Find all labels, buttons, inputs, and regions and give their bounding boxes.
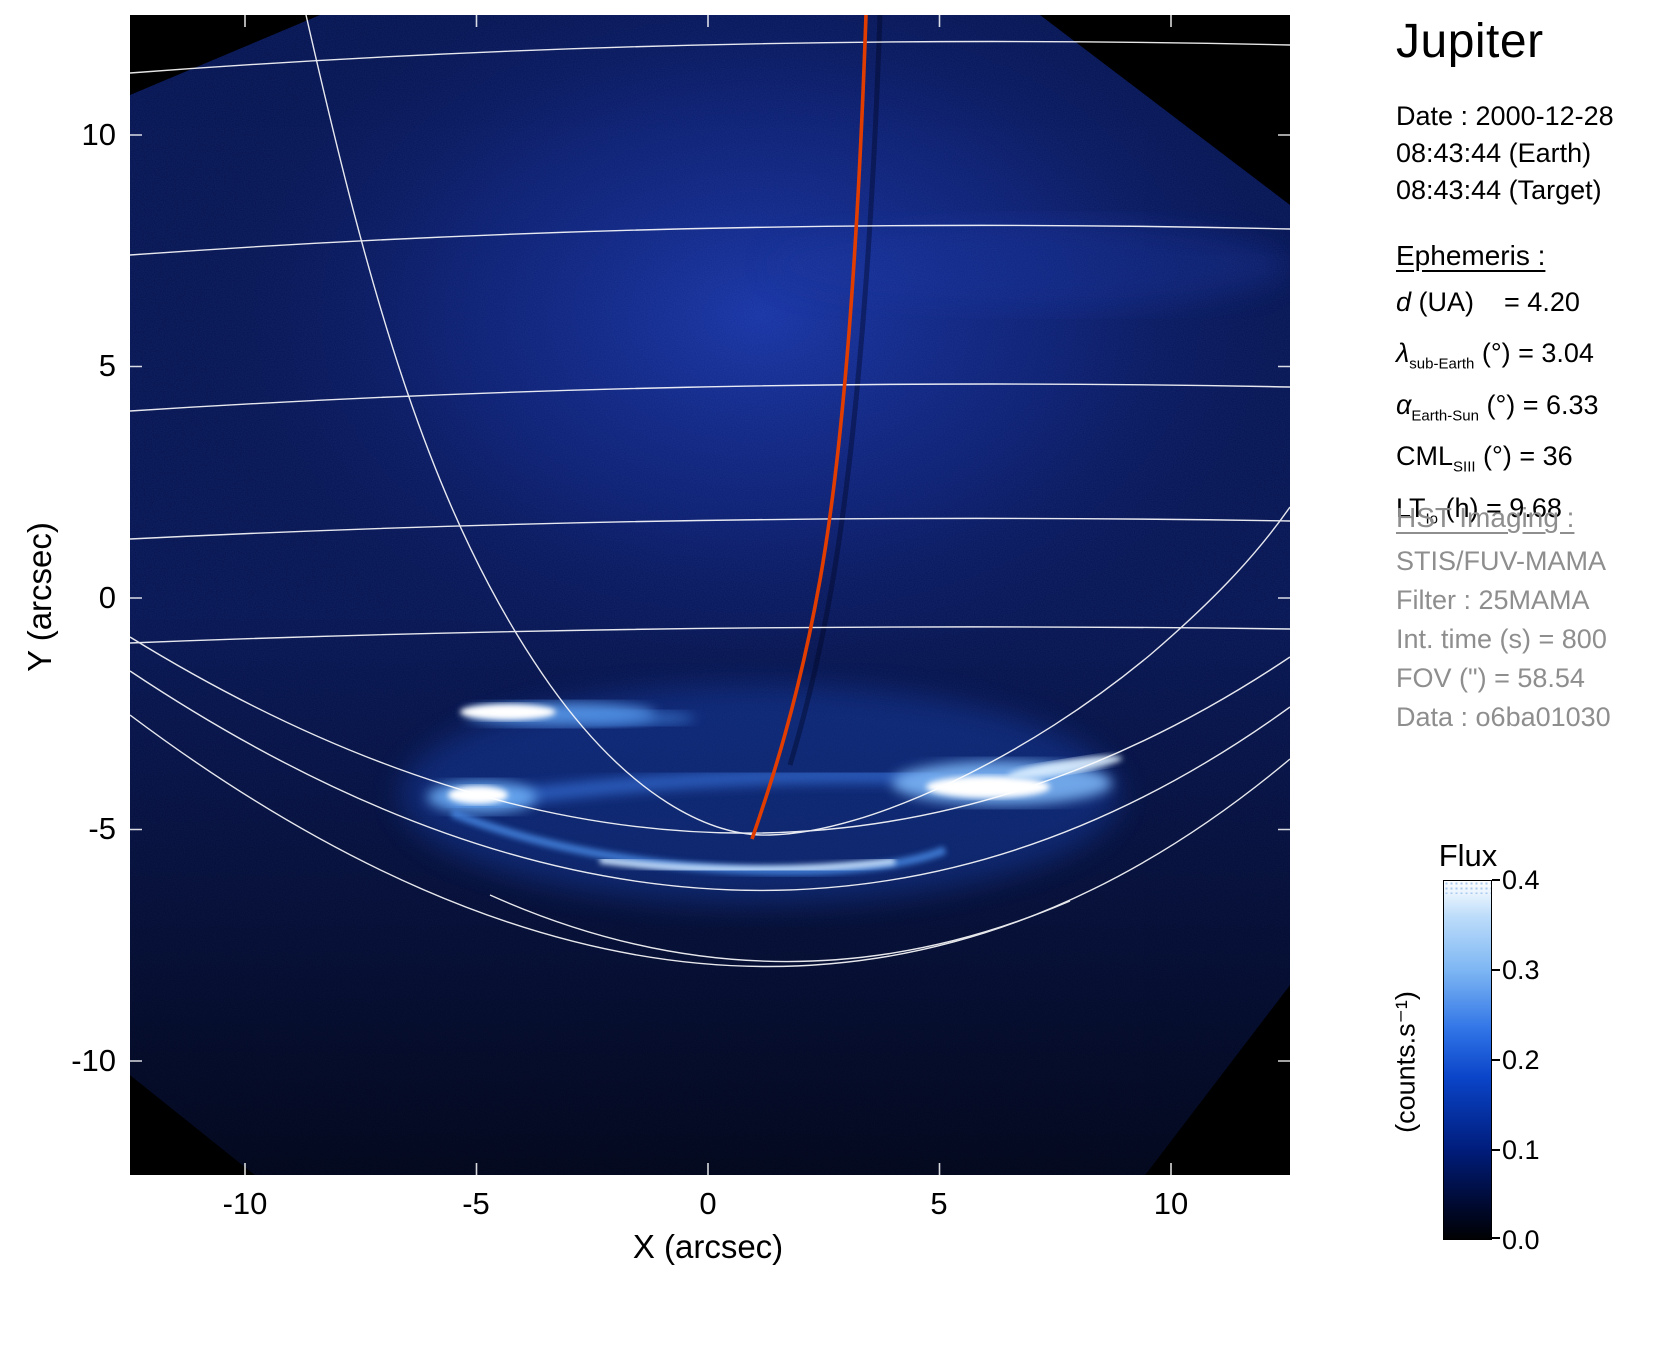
x-tick-label: -10 [222,1186,268,1221]
hst-fov: FOV (") = 58.54 [1396,663,1585,693]
quantity-subscript: sub-Earth [1409,355,1475,373]
colorbar-tick-label: 0.3 [1502,955,1540,985]
colorbar-tick [1492,1149,1500,1151]
y-tick-label: -10 [71,1043,116,1078]
colorbar-tick [1492,1059,1500,1061]
y-tick-label: 10 [81,117,116,152]
quantity-value: (UA) = 4.20 [1411,287,1580,317]
quantity-symbol: d [1396,287,1412,317]
jupiter-fuv-image [130,15,1290,1175]
image-plot [130,15,1290,1175]
x-tick-label: 0 [699,1186,717,1221]
quantity-value: (°) = 6.33 [1478,389,1599,420]
colorbar-tick-label: 0.4 [1502,865,1540,895]
quantity-subscript: SIII [1453,458,1476,476]
quantity-subscript: Earth-Sun [1411,407,1479,425]
x-axis-label: X (arcsec) [632,1228,784,1265]
ephemeris-heading: Ephemeris : [1396,240,1546,271]
time-earth-line: 08:43:44 (Earth) [1396,138,1592,168]
quantity-symbol: LT [1396,492,1426,523]
hst-data-id: Data : o6ba01030 [1396,702,1611,732]
x-tick-label: -5 [462,1186,490,1221]
figure-title: Jupiter [1396,15,1544,68]
quantity-symbol: CML [1396,441,1454,472]
date-block: Date : 2000-12-28 08:43:44 (Earth) 08:43… [1396,98,1614,209]
quantity-symbol: λ [1396,338,1410,369]
hst-imaging-heading: HST Imaging : [1396,502,1575,533]
y-tick-label: -5 [88,811,116,846]
quantity-value: (h) = 9.68 [1438,492,1562,523]
colorbar-tick-label: 0.1 [1502,1135,1540,1165]
hst-imaging-rows: STIS/FUV-MAMA Filter : 25MAMA Int. time … [1396,542,1611,737]
ephemeris-row-d: d (UA) = 4.20 [1396,282,1599,333]
hst-int-time: Int. time (s) = 800 [1396,624,1607,654]
quantity-value: (°) = 3.04 [1474,338,1594,369]
colorbar-tick [1492,1237,1500,1239]
y-tick-label: 5 [98,348,116,383]
colorbar-gradient [1443,880,1492,1240]
ephemeris-row-lt-io: LTIo (h) = 9.68 [1396,488,1599,539]
ephemeris-rows: d (UA) = 4.20 λsub-Earth (°) = 3.04 αEar… [1396,282,1599,539]
ephemeris-row-cml: CMLSIII (°) = 36 [1396,436,1599,487]
colorbar-tick [1492,969,1500,971]
quantity-value: (°) = 36 [1475,441,1573,472]
date-line: Date : 2000-12-28 [1396,101,1614,131]
x-tick-label: 10 [1153,1186,1189,1221]
ephemeris-row-alpha: αEarth-Sun (°) = 6.33 [1396,385,1599,436]
colorbar-tick-label: 0.0 [1502,1225,1540,1255]
colorbar-title: Flux [1438,838,1498,873]
colorbar-tick [1492,879,1500,881]
hst-filter: Filter : 25MAMA [1396,585,1590,615]
colorbar-tick-label: 0.2 [1502,1045,1540,1075]
quantity-subscript: Io [1425,509,1439,527]
quantity-symbol: α [1396,389,1412,420]
hst-instrument: STIS/FUV-MAMA [1396,546,1607,576]
ephemeris-row-lambda: λsub-Earth (°) = 3.04 [1396,333,1599,384]
colorbar-units-label: (counts.s⁻¹) [1390,991,1421,1133]
x-tick-label: 5 [930,1186,948,1221]
y-tick-label: 0 [98,580,116,615]
time-target-line: 08:43:44 (Target) [1396,175,1602,205]
